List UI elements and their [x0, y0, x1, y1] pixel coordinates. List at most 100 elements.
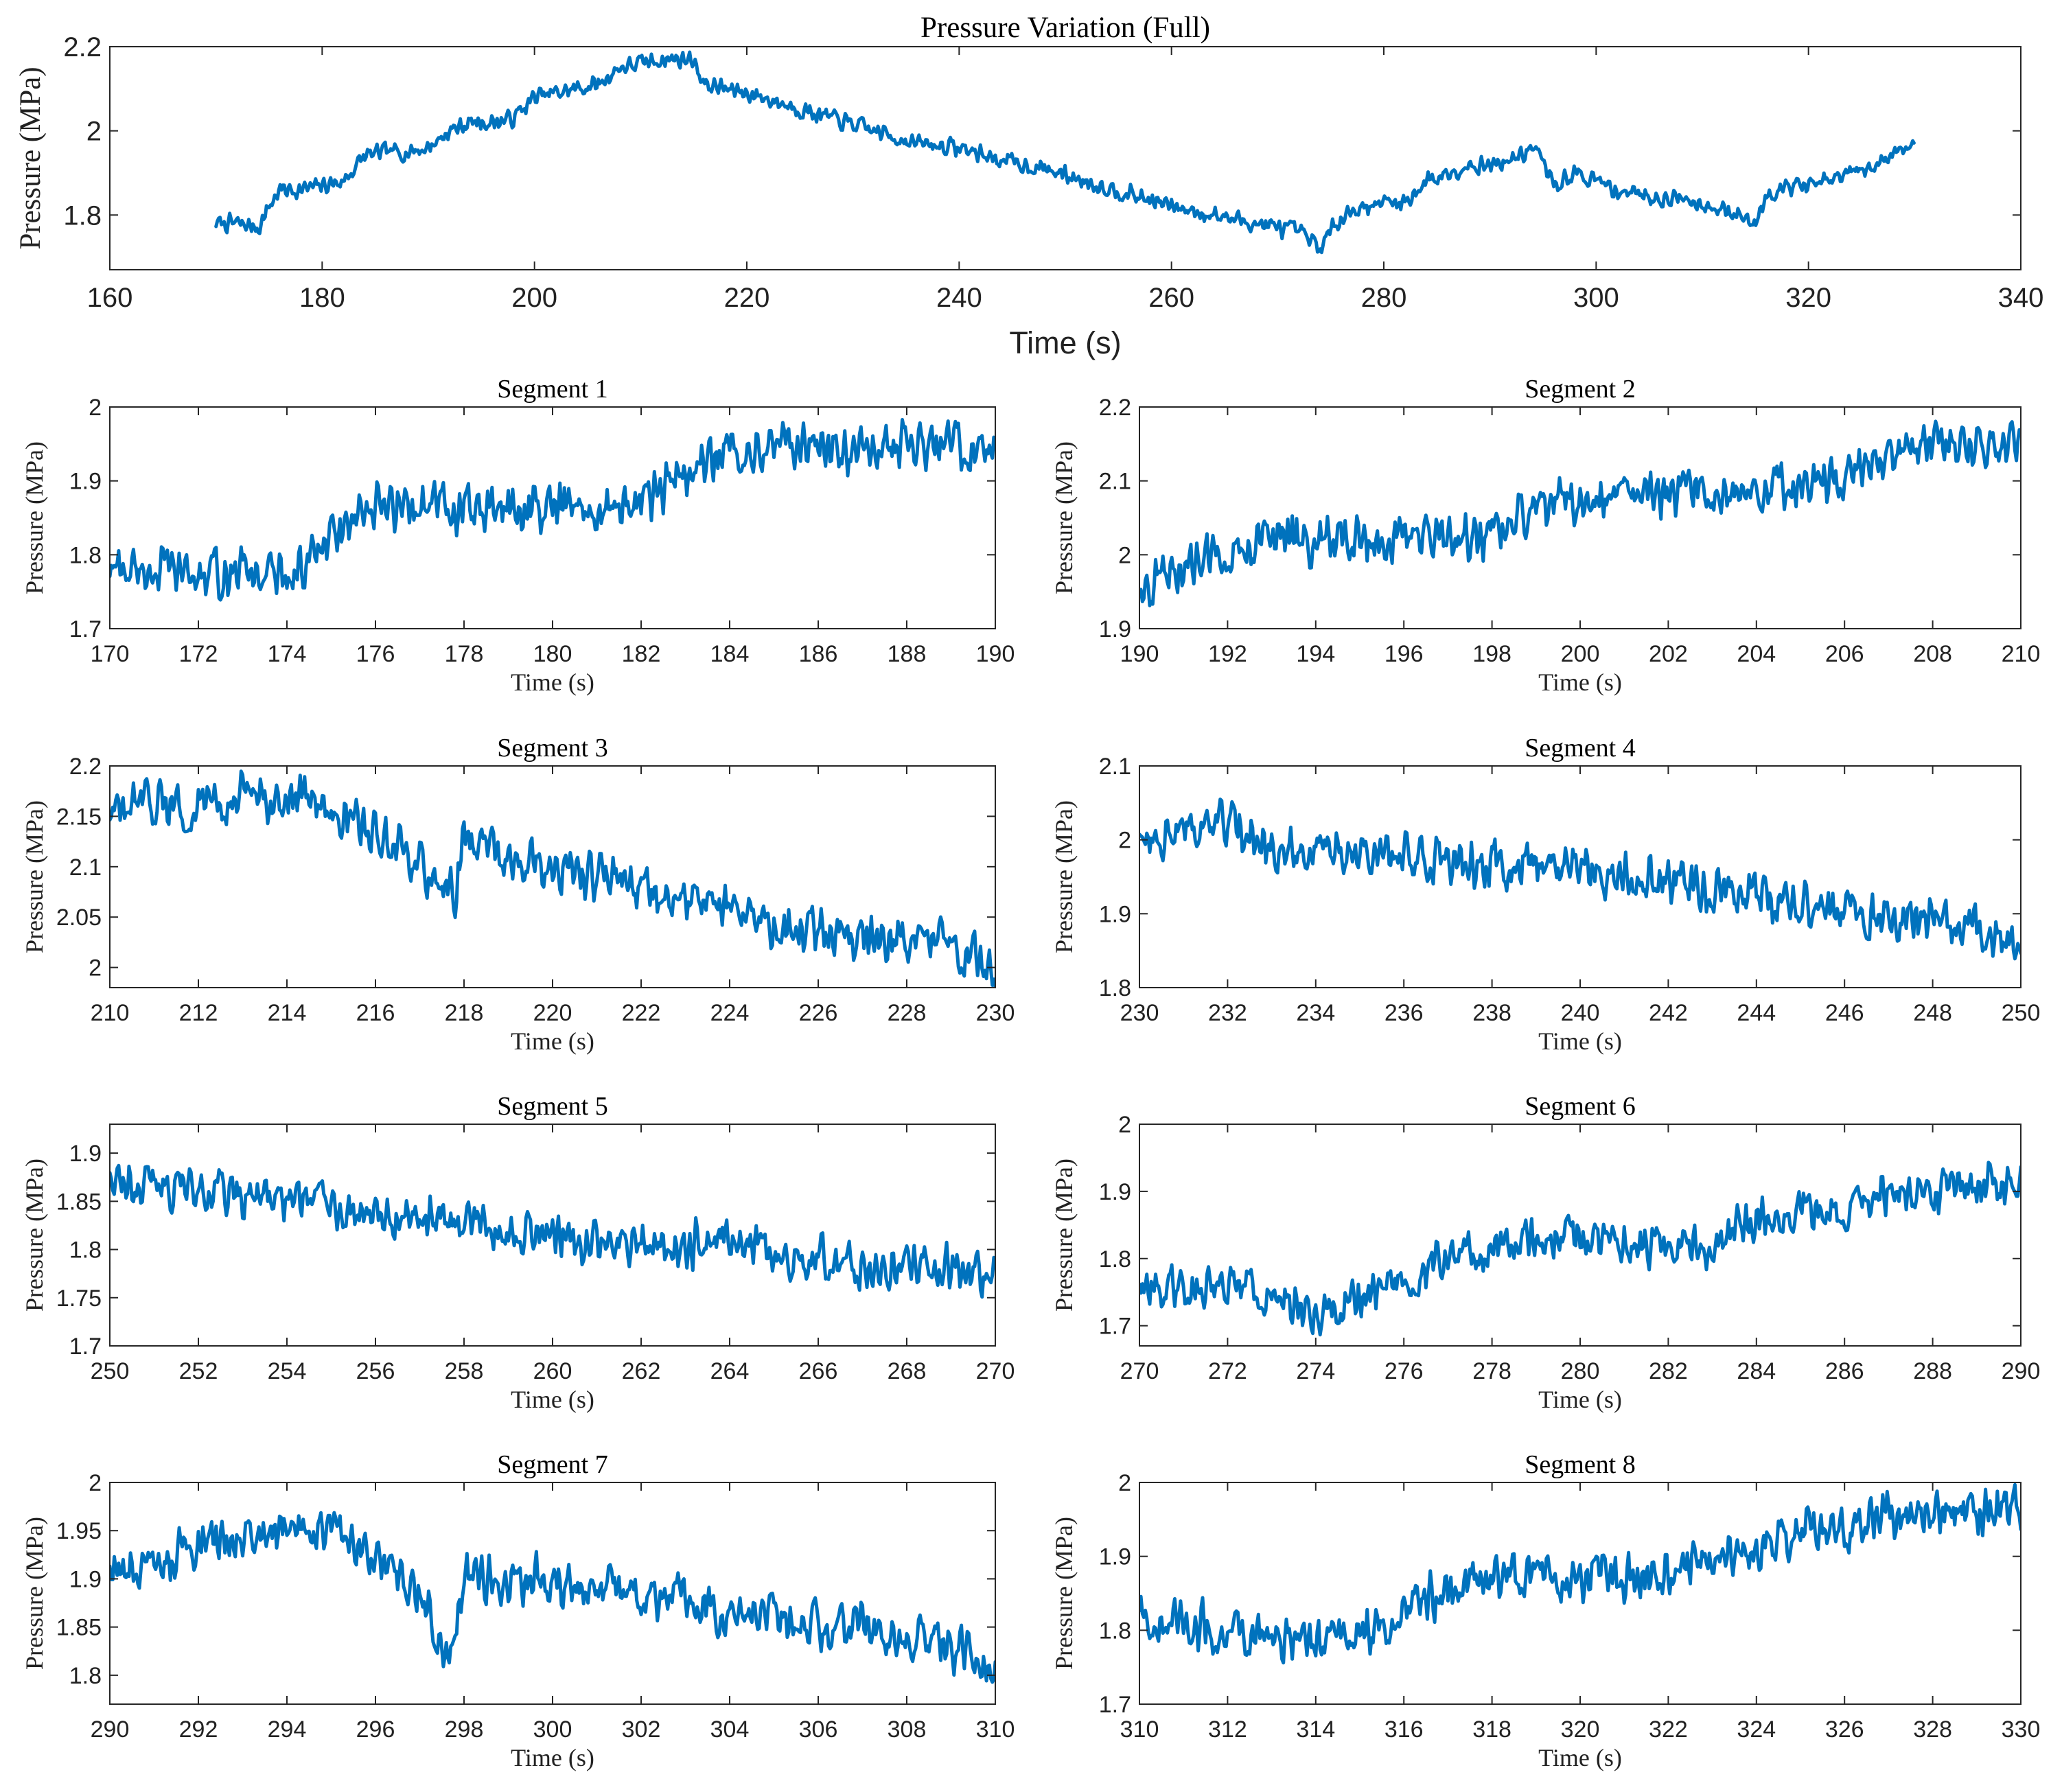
- x-tick-label: 230: [1120, 1000, 1159, 1026]
- x-tick-label: 252: [179, 1358, 218, 1384]
- y-tick-label: 1.95: [56, 1518, 102, 1544]
- x-axis-label: Time (s): [511, 668, 594, 696]
- x-tick-label: 262: [622, 1358, 661, 1384]
- chart-title: Pressure Variation (Full): [920, 12, 1210, 44]
- y-tick-label: 1.8: [1099, 1246, 1131, 1272]
- x-tick-label: 174: [268, 641, 307, 667]
- chart-title: Segment 4: [1525, 734, 1635, 763]
- x-tick-label: 220: [724, 283, 770, 313]
- y-tick-label: 1.9: [1099, 901, 1131, 927]
- y-axis-label: Pressure (MPa): [21, 800, 48, 953]
- x-tick-label: 178: [445, 641, 484, 667]
- x-tick-label: 256: [356, 1358, 395, 1384]
- x-tick-label: 254: [268, 1358, 307, 1384]
- y-tick-label: 2.15: [56, 804, 102, 830]
- series-line-seg2: [1139, 419, 2021, 607]
- x-tick-label: 214: [268, 1000, 307, 1026]
- x-tick-label: 176: [356, 641, 395, 667]
- x-tick-label: 196: [1385, 641, 1424, 667]
- x-tick-label: 280: [1361, 283, 1407, 313]
- x-axis-label: Time (s): [1538, 668, 1622, 696]
- x-tick-label: 170: [91, 641, 130, 667]
- y-axis-label: Pressure (MPa): [1050, 441, 1078, 594]
- y-tick-label: 2.1: [1099, 469, 1131, 495]
- x-tick-label: 290: [2002, 1358, 2041, 1384]
- series-line-seg1: [110, 418, 995, 602]
- chart-title: Segment 8: [1525, 1450, 1635, 1479]
- x-tick-label: 184: [710, 641, 750, 667]
- x-tick-label: 212: [179, 1000, 218, 1026]
- x-tick-label: 240: [1561, 1000, 1600, 1026]
- x-tick-label: 296: [356, 1717, 395, 1743]
- chart-panel-seg6: 270 272 274 276 278 280 282 284 286 288 290 1.7 1.8 1…: [1050, 1092, 2040, 1413]
- x-tick-label: 312: [1208, 1717, 1247, 1743]
- x-tick-label: 260: [1148, 283, 1194, 313]
- y-tick-label: 2: [89, 1470, 102, 1496]
- x-tick-label: 206: [1825, 641, 1864, 667]
- chart-title: Segment 2: [1525, 375, 1635, 404]
- y-tick-label: 1.9: [1099, 616, 1131, 642]
- x-tick-label: 210: [91, 1000, 130, 1026]
- series-line-full: [214, 50, 1916, 255]
- x-tick-label: 194: [1296, 641, 1335, 667]
- y-tick-label: 1.8: [69, 1237, 102, 1264]
- x-tick-label: 240: [936, 283, 982, 313]
- chart-panel-seg7: 290 292 294 296 298 300 302 304 306 308 310 1.8 1.85…: [21, 1450, 1015, 1771]
- x-tick-label: 192: [1208, 641, 1247, 667]
- y-tick-label: 1.7: [1099, 1692, 1131, 1718]
- x-tick-label: 272: [1208, 1358, 1247, 1384]
- x-tick-label: 294: [268, 1717, 307, 1743]
- x-tick-label: 330: [2002, 1717, 2041, 1743]
- x-tick-label: 300: [1573, 283, 1619, 313]
- x-tick-label: 160: [87, 283, 133, 313]
- x-tick-label: 210: [2002, 641, 2041, 667]
- y-tick-label: 2: [86, 117, 102, 147]
- y-tick-label: 1.8: [69, 1663, 102, 1689]
- x-tick-label: 320: [1785, 283, 1831, 313]
- y-axis-label: Pressure (MPa): [21, 441, 48, 594]
- y-tick-label: 2: [1118, 1112, 1131, 1138]
- y-tick-label: 1.85: [56, 1615, 102, 1641]
- series-line-seg4: [1139, 798, 2021, 961]
- x-axis-label: Time (s): [511, 1027, 594, 1055]
- series-line-seg6: [1139, 1161, 2021, 1337]
- x-axis-label: Time (s): [1538, 1744, 1622, 1771]
- x-tick-label: 284: [1737, 1358, 1776, 1384]
- y-axis-label: Pressure (MPa): [1050, 1517, 1078, 1670]
- x-tick-label: 310: [976, 1717, 1015, 1743]
- x-tick-label: 298: [445, 1717, 484, 1743]
- x-tick-label: 326: [1825, 1717, 1864, 1743]
- y-tick-label: 2.2: [69, 754, 102, 780]
- x-tick-label: 244: [1737, 1000, 1776, 1026]
- x-tick-label: 232: [1208, 1000, 1247, 1026]
- y-axis-label: Pressure (MPa): [21, 1517, 48, 1670]
- x-axis-label: Time (s): [1538, 1027, 1622, 1055]
- y-tick-label: 2: [89, 395, 102, 421]
- y-tick-label: 2.2: [63, 32, 102, 62]
- x-tick-label: 270: [976, 1358, 1015, 1384]
- x-tick-label: 248: [1913, 1000, 1952, 1026]
- x-tick-label: 288: [1913, 1358, 1952, 1384]
- y-tick-label: 1.9: [69, 469, 102, 495]
- y-tick-label: 2.05: [56, 905, 102, 931]
- x-tick-label: 172: [179, 641, 218, 667]
- y-tick-label: 2: [1118, 542, 1131, 568]
- y-axis-label: Pressure (MPa): [21, 1159, 48, 1312]
- chart-panel-seg5: 250 252 254 256 258 260 262 264 266 268 270 1.7 1.75…: [21, 1092, 1015, 1413]
- y-tick-label: 1.85: [56, 1189, 102, 1215]
- y-tick-label: 2.1: [1099, 754, 1131, 780]
- x-tick-label: 200: [511, 283, 557, 313]
- x-axis-label: Time (s): [1538, 1386, 1622, 1413]
- x-tick-label: 304: [710, 1717, 750, 1743]
- x-tick-label: 268: [888, 1358, 927, 1384]
- y-tick-label: 1.8: [69, 542, 102, 568]
- x-tick-label: 190: [976, 641, 1015, 667]
- x-tick-label: 324: [1737, 1717, 1776, 1743]
- chart-panel-seg4: 230 232 234 236 238 240 242 244 246 248 250 1.8 1.9 2…: [1050, 734, 2040, 1055]
- y-tick-label: 2.1: [69, 854, 102, 881]
- x-tick-label: 220: [533, 1000, 572, 1026]
- x-tick-label: 280: [1561, 1358, 1600, 1384]
- x-tick-label: 226: [799, 1000, 838, 1026]
- x-tick-label: 340: [1998, 283, 2044, 313]
